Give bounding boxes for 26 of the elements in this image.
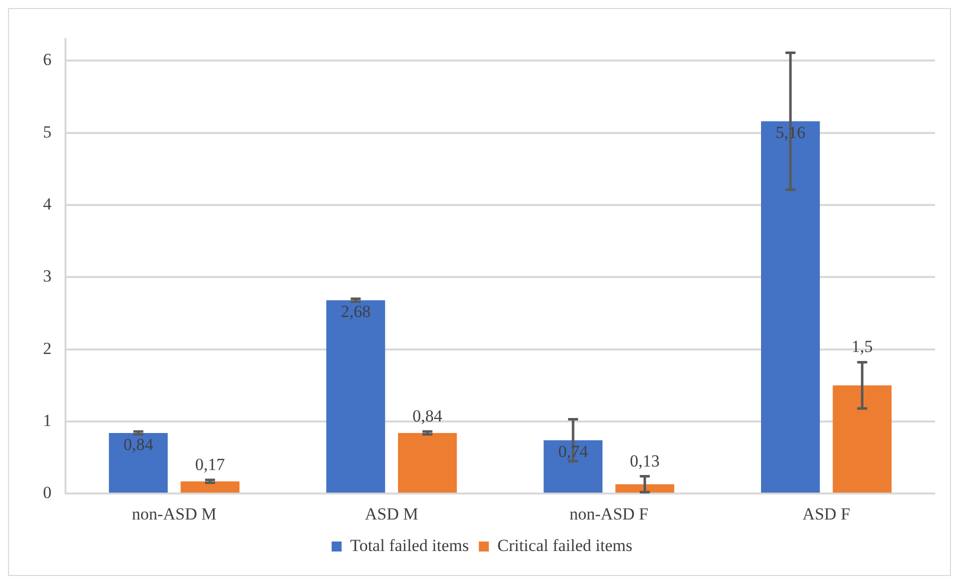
- data-label: 1,5: [852, 337, 873, 356]
- data-label: 2,68: [340, 302, 371, 322]
- y-tick-label: 5: [43, 122, 52, 142]
- bar: [326, 300, 386, 493]
- x-tick-label: non-ASD F: [570, 504, 648, 524]
- bar: [615, 484, 674, 493]
- x-tick-label: ASD M: [364, 504, 418, 524]
- legend-label: Total failed items: [350, 536, 469, 555]
- legend-label: Critical failed items: [497, 536, 632, 555]
- data-label: 0,84: [412, 406, 443, 426]
- bar: [108, 432, 168, 493]
- y-tick-label: 3: [43, 266, 52, 286]
- y-tick-label: 1: [43, 410, 52, 430]
- data-label: 0,17: [195, 454, 226, 474]
- data-label: 0,84: [123, 434, 154, 454]
- x-tick-label: ASD F: [802, 504, 850, 524]
- y-tick-label: 0: [43, 483, 52, 502]
- bar: [180, 481, 240, 493]
- y-tick-label: 6: [43, 50, 52, 70]
- bar: [398, 432, 457, 493]
- data-label: 0,13: [630, 451, 660, 470]
- bar: [761, 121, 820, 493]
- y-tick-label: 2: [43, 338, 52, 358]
- bar: [832, 385, 892, 493]
- x-tick-label: non-ASD M: [132, 504, 216, 524]
- y-tick-label: 4: [43, 194, 52, 214]
